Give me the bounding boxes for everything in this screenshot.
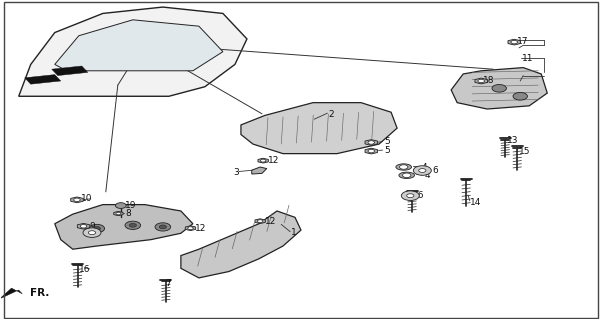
Text: 12: 12 (265, 217, 276, 226)
Polygon shape (55, 20, 223, 71)
Circle shape (403, 173, 411, 178)
Circle shape (88, 231, 96, 235)
Circle shape (513, 92, 527, 100)
Circle shape (419, 169, 426, 172)
Polygon shape (55, 204, 193, 249)
Text: 17: 17 (517, 37, 529, 46)
Text: FR.: FR. (29, 288, 49, 298)
Circle shape (116, 203, 126, 208)
Text: 14: 14 (470, 197, 482, 206)
Circle shape (89, 224, 105, 233)
Circle shape (258, 220, 263, 223)
Polygon shape (19, 7, 247, 96)
Circle shape (125, 221, 141, 229)
Polygon shape (114, 212, 123, 216)
Circle shape (402, 191, 420, 200)
Circle shape (414, 166, 431, 175)
Circle shape (261, 159, 266, 162)
Text: 4: 4 (421, 163, 427, 172)
Circle shape (160, 225, 167, 229)
Text: 8: 8 (126, 209, 131, 218)
Text: 4: 4 (424, 172, 430, 180)
Text: 5: 5 (384, 137, 389, 146)
Circle shape (492, 84, 506, 92)
Text: 16: 16 (413, 191, 424, 200)
Polygon shape (365, 148, 377, 154)
Circle shape (407, 194, 414, 197)
Circle shape (83, 228, 101, 237)
Polygon shape (252, 167, 267, 174)
Polygon shape (52, 66, 88, 76)
Polygon shape (241, 103, 397, 154)
Text: 11: 11 (522, 53, 533, 62)
Text: 6: 6 (94, 229, 99, 238)
Circle shape (511, 40, 518, 44)
Circle shape (93, 227, 101, 230)
Circle shape (155, 223, 171, 231)
Polygon shape (185, 226, 196, 231)
Circle shape (368, 149, 374, 153)
Polygon shape (0, 288, 22, 299)
Text: 6: 6 (432, 166, 438, 175)
Text: 12: 12 (194, 224, 206, 233)
Circle shape (129, 223, 137, 227)
Text: 3: 3 (234, 168, 240, 177)
Polygon shape (451, 68, 547, 109)
Polygon shape (508, 39, 521, 45)
Polygon shape (77, 223, 90, 229)
Polygon shape (181, 211, 301, 278)
Circle shape (400, 165, 408, 169)
Ellipse shape (396, 164, 412, 170)
Text: 1: 1 (291, 228, 297, 237)
Circle shape (478, 79, 485, 83)
Polygon shape (25, 75, 61, 84)
Text: 13: 13 (507, 136, 518, 145)
Text: 18: 18 (483, 76, 494, 85)
Text: 16: 16 (79, 265, 90, 275)
Circle shape (80, 225, 87, 228)
Circle shape (188, 227, 193, 230)
Text: 19: 19 (125, 201, 137, 210)
Text: 9: 9 (90, 222, 95, 231)
Text: 5: 5 (384, 146, 389, 155)
Polygon shape (255, 219, 265, 224)
Text: 10: 10 (81, 194, 93, 204)
Text: 2: 2 (329, 110, 334, 119)
Polygon shape (475, 78, 488, 84)
Ellipse shape (399, 172, 415, 179)
Text: 12: 12 (268, 156, 279, 164)
Circle shape (73, 198, 80, 202)
Text: 15: 15 (519, 147, 530, 156)
Circle shape (368, 141, 374, 144)
Circle shape (116, 212, 121, 215)
Polygon shape (365, 140, 377, 145)
Text: 7: 7 (165, 279, 170, 288)
Polygon shape (70, 197, 83, 203)
Polygon shape (258, 158, 268, 163)
